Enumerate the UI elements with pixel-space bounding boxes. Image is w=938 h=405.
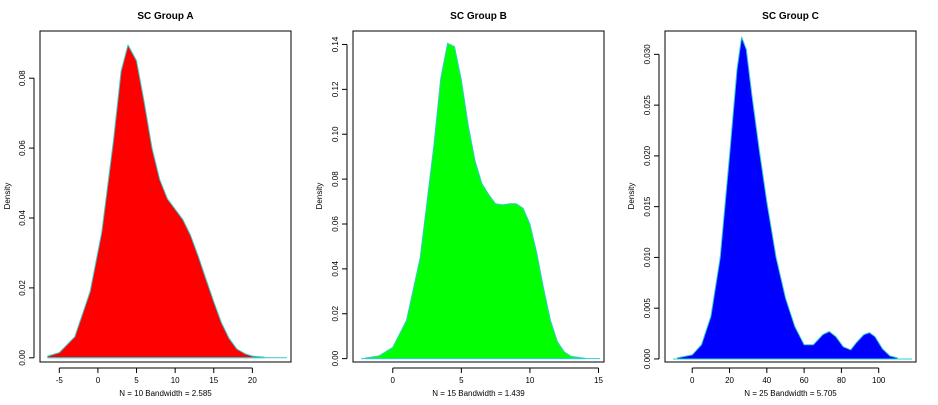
y-tick-label: 0.04	[331, 261, 340, 277]
y-tick-label: 0.02	[18, 280, 27, 296]
panel-group-b: SC Group B N = 15 Bandwidth = 1.439 Dens…	[315, 11, 605, 398]
y-tick-label: 0.010	[643, 247, 652, 268]
x-tick-label: 15	[594, 376, 603, 385]
x-tick-label: 60	[800, 376, 809, 385]
density-area	[676, 36, 898, 360]
y-tick-label: 0.025	[643, 95, 652, 116]
y-tick-label: 0.005	[643, 298, 652, 319]
x-tick-label: 5	[459, 376, 464, 385]
x-tick-label: 0	[96, 376, 101, 385]
y-tick-label: 0.000	[643, 348, 652, 369]
x-tick-label: 20	[725, 376, 734, 385]
y-tick-label: 0.02	[331, 305, 340, 321]
y-axis-label: Density	[315, 183, 324, 210]
y-tick-label: 0.00	[18, 349, 27, 365]
chart-title: SC Group B	[450, 11, 507, 22]
x-axis-label: N = 15 Bandwidth = 1.439	[432, 389, 525, 398]
x-tick-label: 10	[525, 376, 534, 385]
y-tick-label: 0.020	[643, 145, 652, 166]
y-tick-label: 0.10	[331, 126, 340, 142]
x-tick-label: 20	[248, 376, 257, 385]
y-axis-label: Density	[3, 183, 12, 210]
panel-group-a: SC Group A N = 10 Bandwidth = 2.585 Dens…	[3, 11, 292, 398]
plot-frame	[352, 30, 605, 363]
x-tick-label: 40	[762, 376, 771, 385]
y-tick-label: 0.12	[331, 81, 340, 97]
plot-frame	[39, 30, 292, 363]
panel-group-c: SC Group C N = 25 Bandwidth = 5.705 Dens…	[627, 11, 917, 398]
x-tick-label: -5	[56, 376, 64, 385]
y-tick-label: 0.06	[331, 216, 340, 232]
y-tick-label: 0.14	[331, 36, 340, 52]
y-tick-label: 0.06	[18, 140, 27, 156]
y-tick-label: 0.04	[18, 210, 27, 226]
density-area	[364, 42, 586, 360]
chart-title: SC Group A	[137, 11, 193, 22]
x-tick-label: 10	[171, 376, 180, 385]
y-tick-label: 0.08	[18, 70, 27, 86]
x-tick-label: 5	[134, 376, 139, 385]
x-tick-label: 100	[872, 376, 886, 385]
chart-title: SC Group C	[762, 11, 819, 22]
y-axis-label: Density	[627, 183, 636, 210]
y-tick-label: 0.030	[643, 44, 652, 65]
y-tick-label: 0.015	[643, 196, 652, 217]
density-area	[47, 44, 265, 359]
x-tick-label: 15	[209, 376, 218, 385]
x-tick-label: 0	[391, 376, 396, 385]
x-tick-label: 80	[837, 376, 846, 385]
x-axis-label: N = 10 Bandwidth = 2.585	[119, 389, 212, 398]
y-tick-label: 0.00	[331, 350, 340, 366]
y-tick-label: 0.08	[331, 171, 340, 187]
x-axis-label: N = 25 Bandwidth = 5.705	[744, 389, 837, 398]
x-tick-label: 0	[690, 376, 695, 385]
plot-frame	[664, 30, 917, 363]
